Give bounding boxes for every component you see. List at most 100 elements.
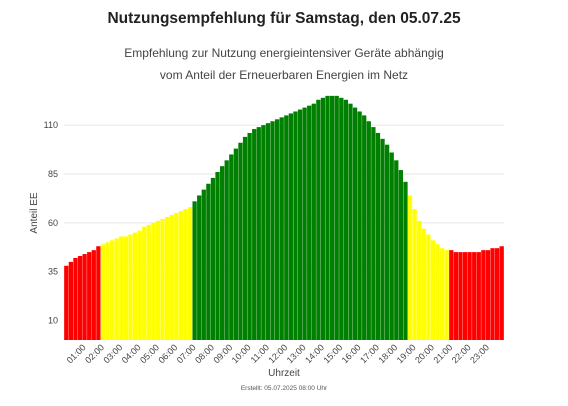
bar-red: [481, 250, 486, 340]
x-tick-label: 06:00: [156, 342, 179, 365]
bar-green: [233, 148, 239, 340]
x-tick-label: 14:00: [303, 342, 326, 365]
x-tick-label: 02:00: [83, 342, 106, 365]
bar-green: [362, 115, 367, 340]
bar-green: [371, 127, 376, 340]
bar-green: [219, 166, 225, 340]
bar-red: [77, 256, 83, 340]
bar-yellow: [137, 230, 142, 341]
bar-red: [472, 252, 477, 340]
x-tick-label: 22:00: [450, 342, 473, 365]
bar-green: [293, 111, 298, 340]
bar-red: [494, 248, 500, 340]
x-axis-label: Uhrzeit: [268, 368, 300, 379]
bar-green: [398, 170, 404, 340]
bar-green: [325, 95, 330, 340]
bar-green: [261, 125, 266, 340]
bar-red: [82, 254, 87, 340]
bar-green: [215, 172, 220, 340]
bar-yellow: [444, 250, 449, 340]
bar-green: [384, 144, 390, 340]
bar-yellow: [100, 244, 106, 340]
bar-green: [256, 127, 261, 340]
x-tick-label: 10:00: [230, 342, 253, 365]
created-timestamp: Erstellt: 05.07.2025 08:00 Uhr: [240, 385, 328, 392]
chart-subtitle-line2: vom Anteil der Erneuerbaren Energien im …: [159, 68, 409, 82]
bar-green: [307, 105, 312, 341]
bar-red: [96, 246, 101, 340]
bar-green: [279, 117, 284, 340]
bar-green: [311, 103, 316, 340]
bar-yellow: [407, 195, 413, 340]
x-tick-label: 23:00: [468, 342, 491, 365]
bar-yellow: [123, 236, 129, 340]
bar-red: [467, 252, 472, 340]
x-tick-label: 18:00: [376, 342, 399, 365]
bar-yellow: [132, 232, 138, 340]
bar-green: [375, 132, 381, 340]
y-axis-label: Anteil EE: [29, 192, 40, 233]
x-tick-label: 13:00: [285, 342, 308, 365]
bar-green: [201, 189, 206, 340]
bar-yellow: [426, 234, 431, 340]
bar-red: [73, 257, 78, 340]
bar-green: [197, 195, 202, 340]
bar-green: [297, 109, 303, 340]
bar-yellow: [183, 209, 188, 340]
bar-green: [316, 99, 321, 341]
bar-red: [499, 246, 504, 340]
bar-green: [224, 160, 229, 340]
bar-yellow: [169, 215, 174, 340]
x-tick-label: 03:00: [101, 342, 124, 365]
x-tick-label: 12:00: [266, 342, 289, 365]
x-tick-label: 07:00: [175, 342, 198, 365]
bar-yellow: [146, 224, 151, 340]
chart-subtitle-line1: Empfehlung zur Nutzung energieintensiver…: [124, 46, 444, 60]
bar-red: [485, 250, 491, 340]
bar-green: [343, 99, 349, 341]
x-tick-label: 21:00: [431, 342, 454, 365]
bar-green: [270, 121, 275, 340]
bar-yellow: [435, 244, 440, 340]
bar-green: [288, 113, 294, 340]
x-tick-label: 01:00: [65, 342, 88, 365]
bar-green: [302, 107, 307, 340]
x-tick-label: 17:00: [358, 342, 381, 365]
bar-green: [334, 95, 339, 340]
x-tick-label: 20:00: [413, 342, 436, 365]
bar-green: [242, 136, 248, 341]
bar-yellow: [109, 240, 115, 340]
bar-yellow: [421, 228, 426, 340]
bar-green: [265, 123, 271, 340]
x-tick-labels: 01:0002:0003:0004:0005:0006:0007:0008:00…: [65, 342, 491, 365]
bar-green: [366, 121, 371, 340]
x-tick-label: 04:00: [120, 342, 143, 365]
bar-green: [357, 111, 362, 340]
bar-red: [458, 252, 463, 340]
bar-yellow: [142, 226, 147, 340]
bars-group: [64, 95, 504, 341]
bar-yellow: [164, 216, 170, 340]
bar-green: [403, 181, 408, 340]
bar-green: [238, 142, 243, 340]
y-tick-label: 85: [48, 169, 58, 179]
bar-green: [206, 183, 211, 340]
bar-green: [192, 201, 197, 340]
bar-yellow: [151, 222, 156, 340]
x-tick-label: 09:00: [211, 342, 234, 365]
bar-yellow: [119, 236, 124, 340]
bar-yellow: [160, 218, 165, 340]
bar-red: [64, 265, 69, 340]
bar-yellow: [155, 220, 161, 340]
bar-green: [274, 119, 280, 340]
bar-yellow: [412, 209, 417, 340]
bar-green: [339, 97, 344, 340]
chart-title: Nutzungsempfehlung für Samstag, den 05.0…: [107, 10, 461, 27]
bar-red: [68, 261, 74, 341]
x-tick-label: 05:00: [138, 342, 161, 365]
bar-yellow: [128, 234, 133, 340]
bar-red: [490, 248, 495, 340]
bar-yellow: [178, 211, 184, 340]
bar-yellow: [114, 238, 119, 340]
